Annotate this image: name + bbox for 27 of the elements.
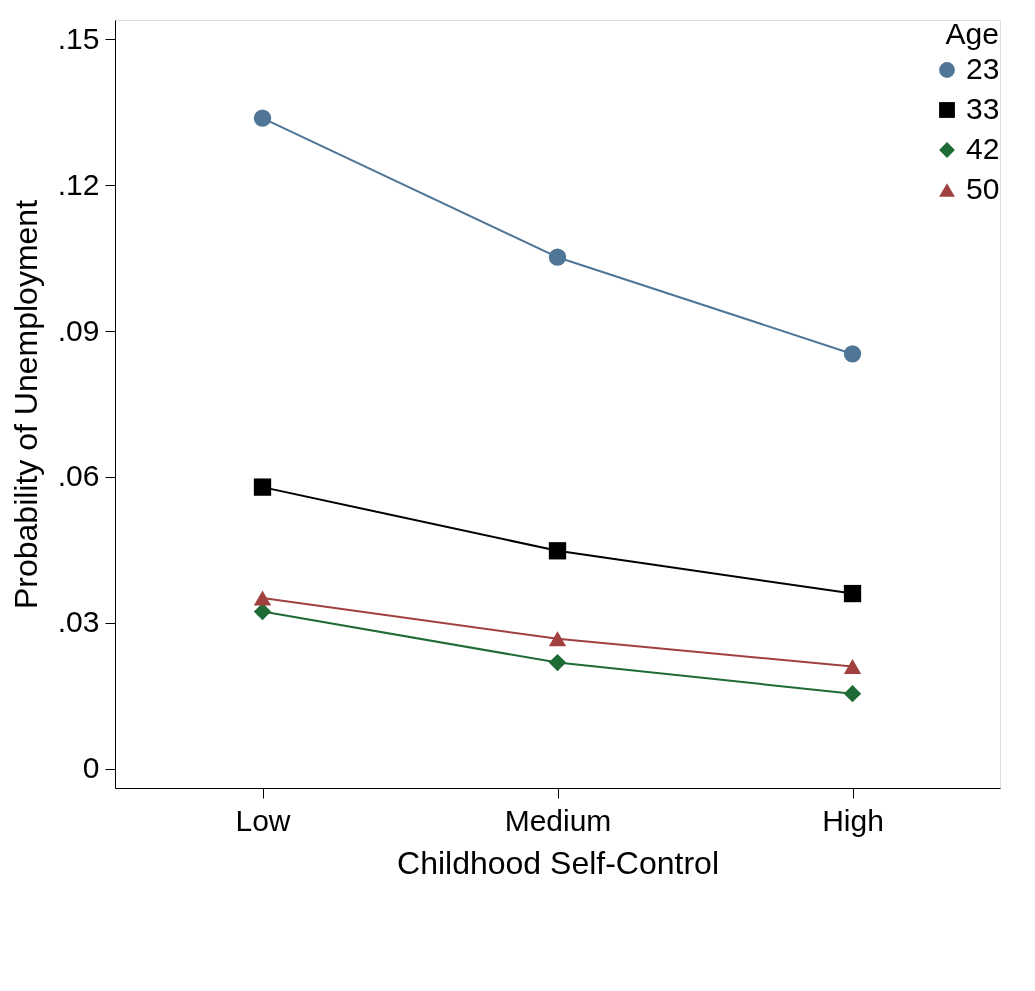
y-tick-label: 0 (82, 751, 100, 785)
y-tick-label: .12 (57, 167, 100, 201)
point (548, 653, 567, 672)
point (843, 658, 862, 674)
legend-label: 33 (966, 92, 1000, 125)
point (843, 345, 862, 363)
y-tick-label: .15 (57, 21, 100, 55)
legend-title: Age (945, 17, 999, 50)
y-axis-title: Probability of Unemployment (7, 199, 44, 610)
point (253, 590, 272, 606)
point (548, 542, 567, 560)
point (253, 109, 272, 127)
x-tick-label: Medium (504, 803, 612, 837)
y-tick-label: .06 (57, 459, 100, 493)
x-axis-title: Childhood Self-Control (397, 844, 719, 881)
x-tick-label: Low (235, 803, 291, 837)
point (253, 478, 272, 496)
point (843, 685, 862, 703)
legend-label: 42 (966, 132, 1000, 165)
legend-label: 23 (966, 52, 1000, 85)
x-tick-label: High (822, 803, 884, 837)
point (548, 631, 567, 647)
y-tick-label: .09 (57, 313, 100, 347)
point (843, 584, 862, 603)
point (548, 248, 567, 266)
legend-label: 50 (966, 172, 1000, 205)
y-tick-label: .03 (57, 605, 100, 639)
